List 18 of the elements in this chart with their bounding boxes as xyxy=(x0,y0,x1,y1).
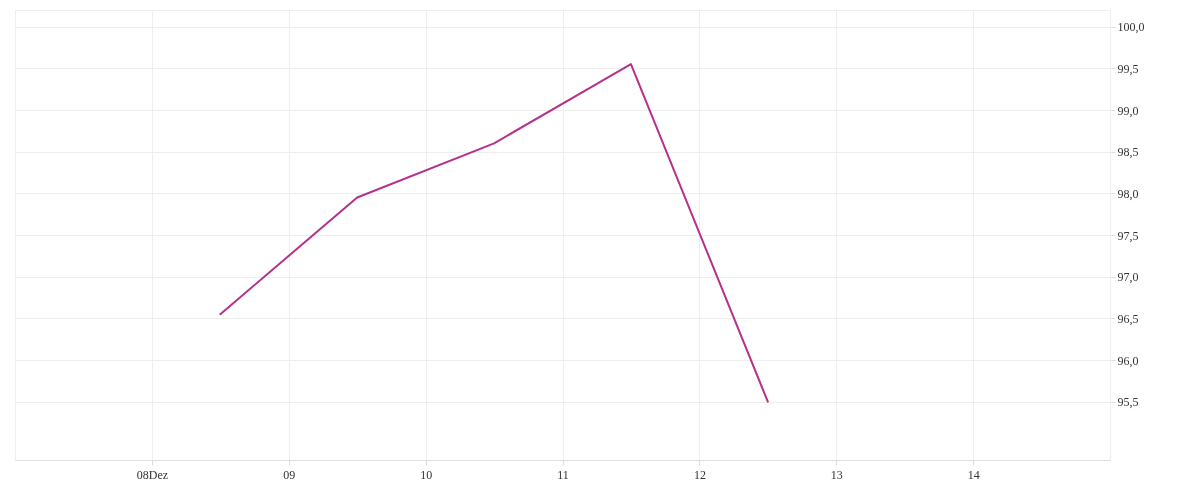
y-tick-label: 96,0 xyxy=(1117,353,1139,368)
y-tick-label: 100,0 xyxy=(1117,20,1145,35)
x-tick-label: 11 xyxy=(557,467,569,482)
y-tick-label: 97,0 xyxy=(1117,270,1139,285)
x-tick-label: 08Dez xyxy=(136,467,169,482)
x-tick-label: 10 xyxy=(420,467,433,482)
x-tick-label: 12 xyxy=(693,467,706,482)
y-tick-label: 99,5 xyxy=(1117,61,1139,76)
y-tick-label: 98,5 xyxy=(1117,145,1139,160)
y-tick-label: 99,0 xyxy=(1117,103,1139,118)
x-tick-label: 14 xyxy=(967,467,980,482)
y-tick-label: 95,5 xyxy=(1117,395,1139,410)
x-tick-label: 09 xyxy=(283,467,296,482)
line-series xyxy=(219,63,769,403)
y-tick-label: 98,0 xyxy=(1117,186,1139,201)
y-tick-label: 97,5 xyxy=(1117,228,1139,243)
y-tick-label: 96,5 xyxy=(1117,311,1139,326)
x-tick-label: 13 xyxy=(830,467,843,482)
